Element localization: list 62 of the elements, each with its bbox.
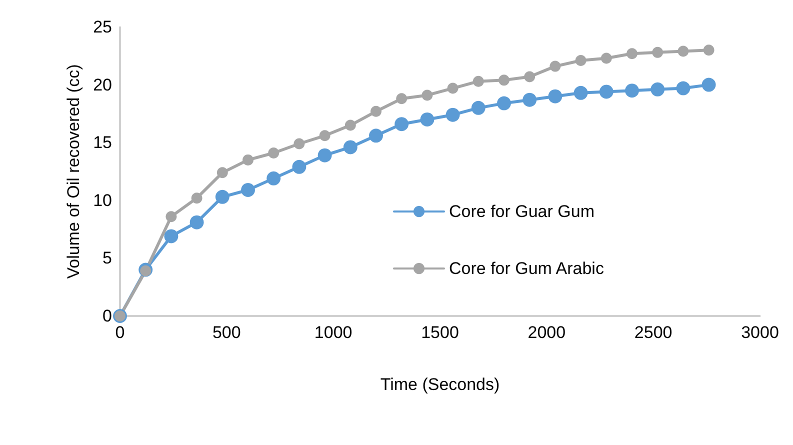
x-axis-title: Time (Seconds) bbox=[380, 375, 500, 394]
point bbox=[599, 84, 614, 99]
legend-label: Core for Gum Arabic bbox=[449, 259, 604, 278]
point bbox=[394, 117, 409, 132]
point bbox=[676, 81, 690, 96]
x-tick-label: 2500 bbox=[634, 323, 672, 342]
point bbox=[548, 89, 562, 104]
point bbox=[497, 96, 511, 110]
point bbox=[318, 148, 332, 162]
y-tick-label: 20 bbox=[93, 75, 112, 94]
x-tick-label: 500 bbox=[212, 323, 241, 342]
point bbox=[702, 78, 716, 92]
point bbox=[215, 190, 230, 204]
y-axis-title: Volume of Oil recovered (cc) bbox=[64, 64, 83, 279]
x-tick-label: 1500 bbox=[421, 323, 459, 342]
x-tick-label: 2000 bbox=[528, 323, 566, 342]
point bbox=[268, 148, 280, 158]
point bbox=[471, 100, 486, 115]
point bbox=[575, 55, 586, 66]
y-tick-label: 25 bbox=[93, 18, 112, 36]
x-tick-label: 0 bbox=[115, 323, 125, 342]
point bbox=[550, 60, 561, 72]
point bbox=[191, 192, 202, 204]
x-tick-label: 3000 bbox=[741, 323, 779, 342]
point bbox=[216, 167, 228, 178]
point bbox=[574, 86, 588, 100]
point bbox=[626, 48, 638, 60]
point bbox=[242, 154, 254, 166]
point bbox=[650, 82, 665, 96]
point bbox=[190, 215, 204, 230]
point bbox=[703, 44, 714, 56]
point bbox=[140, 265, 152, 276]
point bbox=[319, 130, 330, 142]
point bbox=[369, 128, 383, 143]
point bbox=[396, 93, 408, 104]
point bbox=[472, 76, 484, 87]
point bbox=[498, 74, 510, 86]
point bbox=[370, 106, 382, 117]
x-tick-label: 1000 bbox=[314, 323, 352, 342]
point bbox=[522, 92, 537, 107]
point bbox=[625, 84, 639, 98]
point bbox=[678, 46, 689, 57]
point bbox=[447, 82, 458, 94]
legend-label: Core for Guar Gum bbox=[449, 202, 594, 221]
point bbox=[600, 52, 612, 64]
point bbox=[420, 112, 434, 126]
y-tick-label: 0 bbox=[102, 306, 112, 326]
point bbox=[343, 140, 358, 154]
point bbox=[292, 160, 306, 174]
point bbox=[166, 211, 177, 222]
y-tick-label: 15 bbox=[93, 133, 112, 152]
point bbox=[266, 171, 281, 186]
point bbox=[344, 120, 356, 131]
point bbox=[164, 229, 178, 244]
point bbox=[524, 71, 536, 82]
point bbox=[446, 108, 460, 122]
point bbox=[652, 46, 664, 58]
point bbox=[241, 183, 255, 197]
y-tick-label: 5 bbox=[102, 248, 112, 268]
y-tick-label: 10 bbox=[93, 190, 112, 210]
point bbox=[294, 138, 305, 150]
point bbox=[422, 90, 433, 101]
